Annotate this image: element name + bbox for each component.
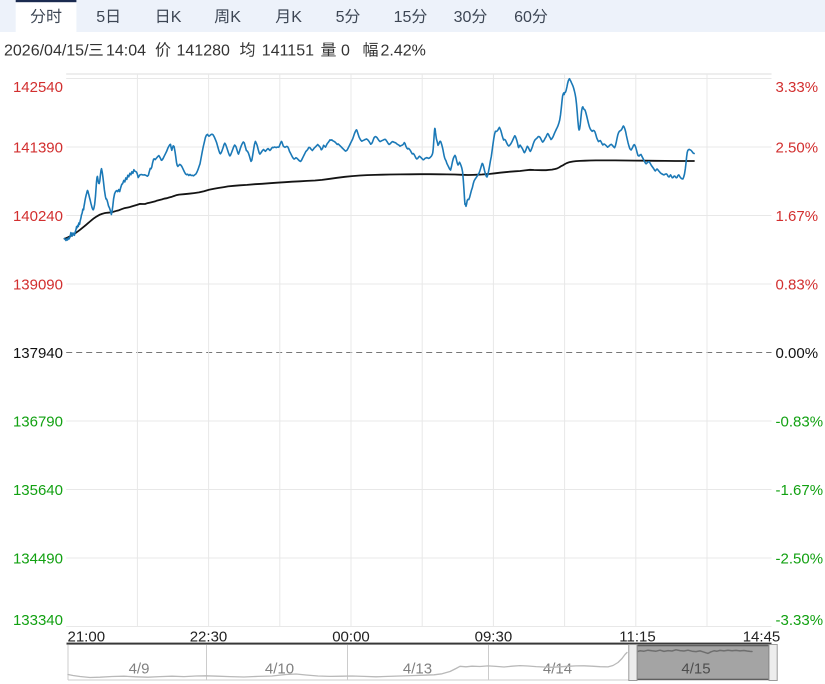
svg-text:22:30: 22:30 bbox=[190, 629, 228, 646]
svg-text:K: K bbox=[230, 9, 241, 26]
svg-text:09:30: 09:30 bbox=[475, 629, 513, 646]
svg-text:4/13: 4/13 bbox=[403, 661, 432, 678]
svg-text:4/9: 4/9 bbox=[129, 661, 150, 678]
svg-text:60: 60 bbox=[514, 9, 532, 26]
svg-text:141151: 141151 bbox=[262, 43, 314, 60]
svg-text:5: 5 bbox=[336, 9, 345, 26]
svg-text:0.00%: 0.00% bbox=[776, 345, 819, 362]
svg-text:4/14: 4/14 bbox=[543, 661, 572, 678]
svg-text:-3.33%: -3.33% bbox=[776, 612, 824, 629]
svg-text:15: 15 bbox=[394, 9, 412, 26]
svg-text:14:45: 14:45 bbox=[743, 629, 781, 646]
svg-text:0: 0 bbox=[341, 43, 350, 60]
svg-text:K: K bbox=[291, 9, 302, 26]
svg-text:5: 5 bbox=[96, 9, 105, 26]
svg-text:11:15: 11:15 bbox=[619, 629, 655, 646]
svg-text:2.50%: 2.50% bbox=[776, 139, 819, 156]
svg-text:21:00: 21:00 bbox=[68, 629, 106, 646]
svg-text:-1.67%: -1.67% bbox=[776, 482, 824, 499]
svg-text:136790: 136790 bbox=[13, 413, 63, 430]
svg-text:139090: 139090 bbox=[13, 276, 63, 293]
svg-text:142540: 142540 bbox=[13, 79, 63, 96]
svg-text:30: 30 bbox=[454, 9, 472, 26]
svg-text:0.83%: 0.83% bbox=[776, 276, 819, 293]
svg-text:141280: 141280 bbox=[177, 43, 230, 60]
svg-text:134490: 134490 bbox=[13, 550, 63, 567]
svg-text:00:00: 00:00 bbox=[332, 629, 370, 646]
svg-text:2026/04/15/: 2026/04/15/ bbox=[4, 43, 89, 60]
svg-text:135640: 135640 bbox=[13, 482, 63, 499]
svg-text:-2.50%: -2.50% bbox=[776, 550, 824, 567]
svg-text:1.67%: 1.67% bbox=[776, 208, 819, 225]
svg-text:2.42%: 2.42% bbox=[381, 43, 426, 60]
svg-text:-0.83%: -0.83% bbox=[776, 413, 824, 430]
svg-text:137940: 137940 bbox=[13, 345, 63, 362]
svg-text:141390: 141390 bbox=[13, 139, 63, 156]
svg-text:133340: 133340 bbox=[13, 612, 63, 629]
svg-text:14:04: 14:04 bbox=[106, 43, 146, 60]
svg-text:140240: 140240 bbox=[13, 208, 63, 225]
svg-text:4/15: 4/15 bbox=[681, 661, 710, 678]
svg-text:4/10: 4/10 bbox=[265, 661, 294, 678]
svg-text:K: K bbox=[171, 9, 182, 26]
svg-text:3.33%: 3.33% bbox=[776, 79, 819, 96]
